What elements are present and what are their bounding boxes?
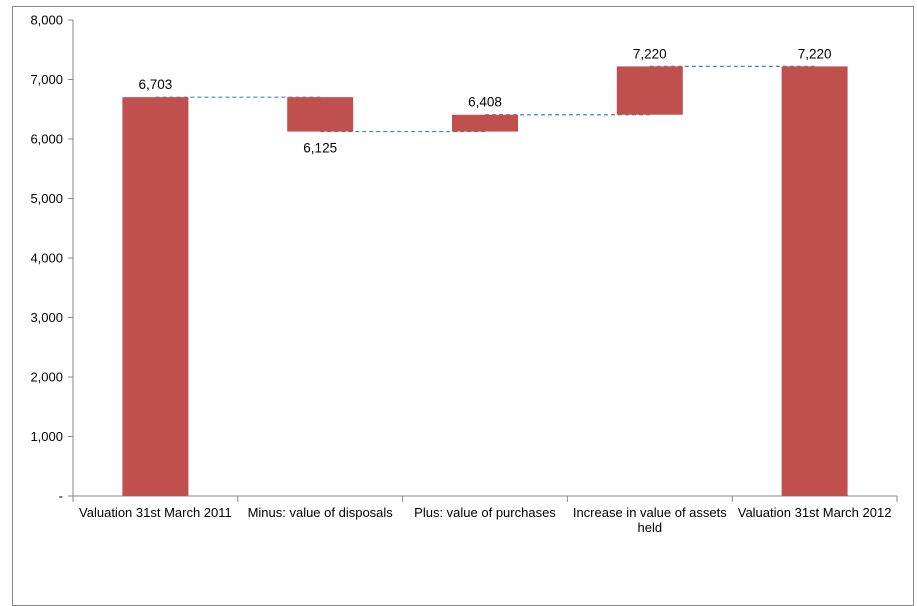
category-label: held: [638, 520, 663, 535]
y-tick-label: 3,000: [30, 310, 63, 325]
data-label: 7,220: [798, 46, 832, 61]
data-label: 6,125: [303, 141, 337, 156]
data-label: 6,703: [139, 77, 173, 92]
bar: [616, 66, 683, 115]
category-label: Minus: value of disposals: [248, 505, 394, 520]
y-tick-label: 1,000: [30, 429, 63, 444]
bar: [781, 66, 848, 496]
bar: [122, 97, 189, 496]
y-tick-label: 2,000: [30, 370, 63, 385]
category-label: Valuation 31st March 2011: [79, 505, 232, 520]
data-label: 7,220: [633, 46, 667, 61]
data-label: 6,408: [468, 95, 502, 110]
y-tick-label: 4,000: [30, 251, 63, 266]
y-tick-label: 8,000: [30, 13, 63, 28]
category-label: Valuation 31st March 2012: [738, 505, 892, 520]
y-tick-label: 6,000: [30, 132, 63, 147]
bar: [287, 97, 354, 132]
y-tick-label: 5,000: [30, 191, 63, 206]
y-tick-label: -: [59, 489, 63, 504]
bar: [452, 114, 518, 132]
category-label: Increase in value of assets: [573, 505, 727, 520]
category-label: Plus: value of purchases: [414, 505, 556, 520]
y-tick-label: 7,000: [30, 72, 63, 87]
